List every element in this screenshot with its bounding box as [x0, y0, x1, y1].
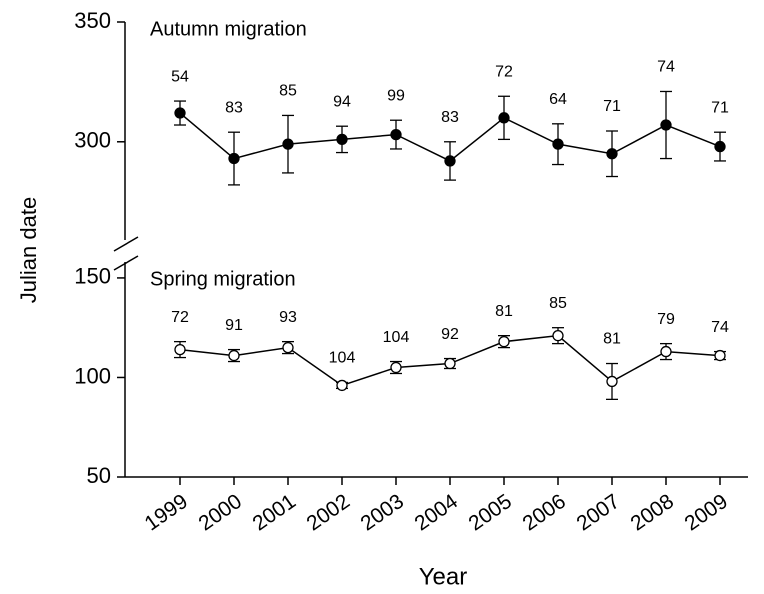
x-axis-label: Year [419, 563, 468, 590]
sample-size-label: 92 [441, 326, 459, 343]
x-tick-label: 2008 [627, 490, 678, 536]
data-point [606, 375, 618, 388]
sample-size-label: 91 [225, 317, 243, 334]
sample-size-label: 71 [711, 99, 729, 116]
x-tick-label: 1999 [141, 490, 192, 536]
data-point [714, 140, 726, 153]
data-point [282, 341, 294, 354]
x-tick-label: 2000 [195, 490, 246, 536]
sample-size-label: 83 [225, 99, 243, 116]
sample-size-label: 64 [549, 91, 567, 108]
sample-size-label: 74 [657, 59, 675, 76]
y-tick-label: 300 [74, 128, 111, 153]
x-tick-label: 2007 [573, 490, 624, 536]
data-point [390, 361, 402, 374]
axis-break [113, 236, 139, 252]
x-tick-label: 2006 [519, 490, 570, 536]
x-tick-label: 2003 [357, 490, 408, 536]
data-point [282, 138, 294, 150]
sample-size-label: 79 [657, 311, 675, 328]
sample-size-label: 54 [171, 68, 189, 85]
sample-size-label: 85 [279, 83, 297, 100]
data-point [498, 335, 510, 348]
data-point [174, 107, 186, 119]
sample-size-label: 72 [171, 309, 189, 326]
sample-size-label: 81 [495, 303, 513, 320]
panel-title: Autumn migration [150, 18, 307, 40]
sample-size-label: 83 [441, 109, 459, 126]
data-point [174, 343, 186, 356]
data-point [444, 357, 456, 370]
panel-title: Spring migration [150, 268, 296, 290]
y-tick-label: 100 [74, 363, 111, 388]
sample-size-label: 93 [279, 309, 297, 326]
data-point [228, 349, 240, 362]
data-point [552, 330, 564, 342]
sample-size-label: 85 [549, 295, 567, 312]
data-point [444, 155, 456, 167]
data-point [336, 379, 348, 392]
y-tick-label: 350 [74, 8, 111, 33]
x-tick-label: 2001 [249, 490, 300, 536]
x-tick-label: 2005 [465, 490, 516, 536]
x-tick-label: 2004 [411, 490, 463, 536]
sample-size-label: 99 [387, 87, 405, 104]
sample-size-label: 71 [603, 98, 621, 115]
data-point [714, 349, 726, 362]
x-tick-label: 2002 [303, 490, 354, 536]
data-point [660, 345, 672, 358]
data-point [660, 119, 672, 131]
sample-size-label: 104 [383, 329, 410, 346]
data-point [552, 138, 564, 150]
y-tick-label: 150 [74, 264, 111, 289]
sample-size-label: 72 [495, 63, 513, 80]
data-point [606, 148, 618, 160]
y-tick-label: 50 [87, 463, 111, 488]
y-axis-label: Julian date [16, 197, 41, 303]
axis-break [113, 255, 139, 271]
sample-size-label: 74 [711, 319, 729, 336]
data-point [336, 133, 348, 146]
data-point [390, 128, 402, 141]
sample-size-label: 81 [603, 331, 621, 348]
data-point [498, 112, 510, 124]
x-tick-label: 2009 [681, 490, 732, 536]
sample-size-label: 94 [333, 93, 351, 110]
sample-size-label: 104 [329, 350, 356, 367]
data-point [228, 152, 240, 165]
